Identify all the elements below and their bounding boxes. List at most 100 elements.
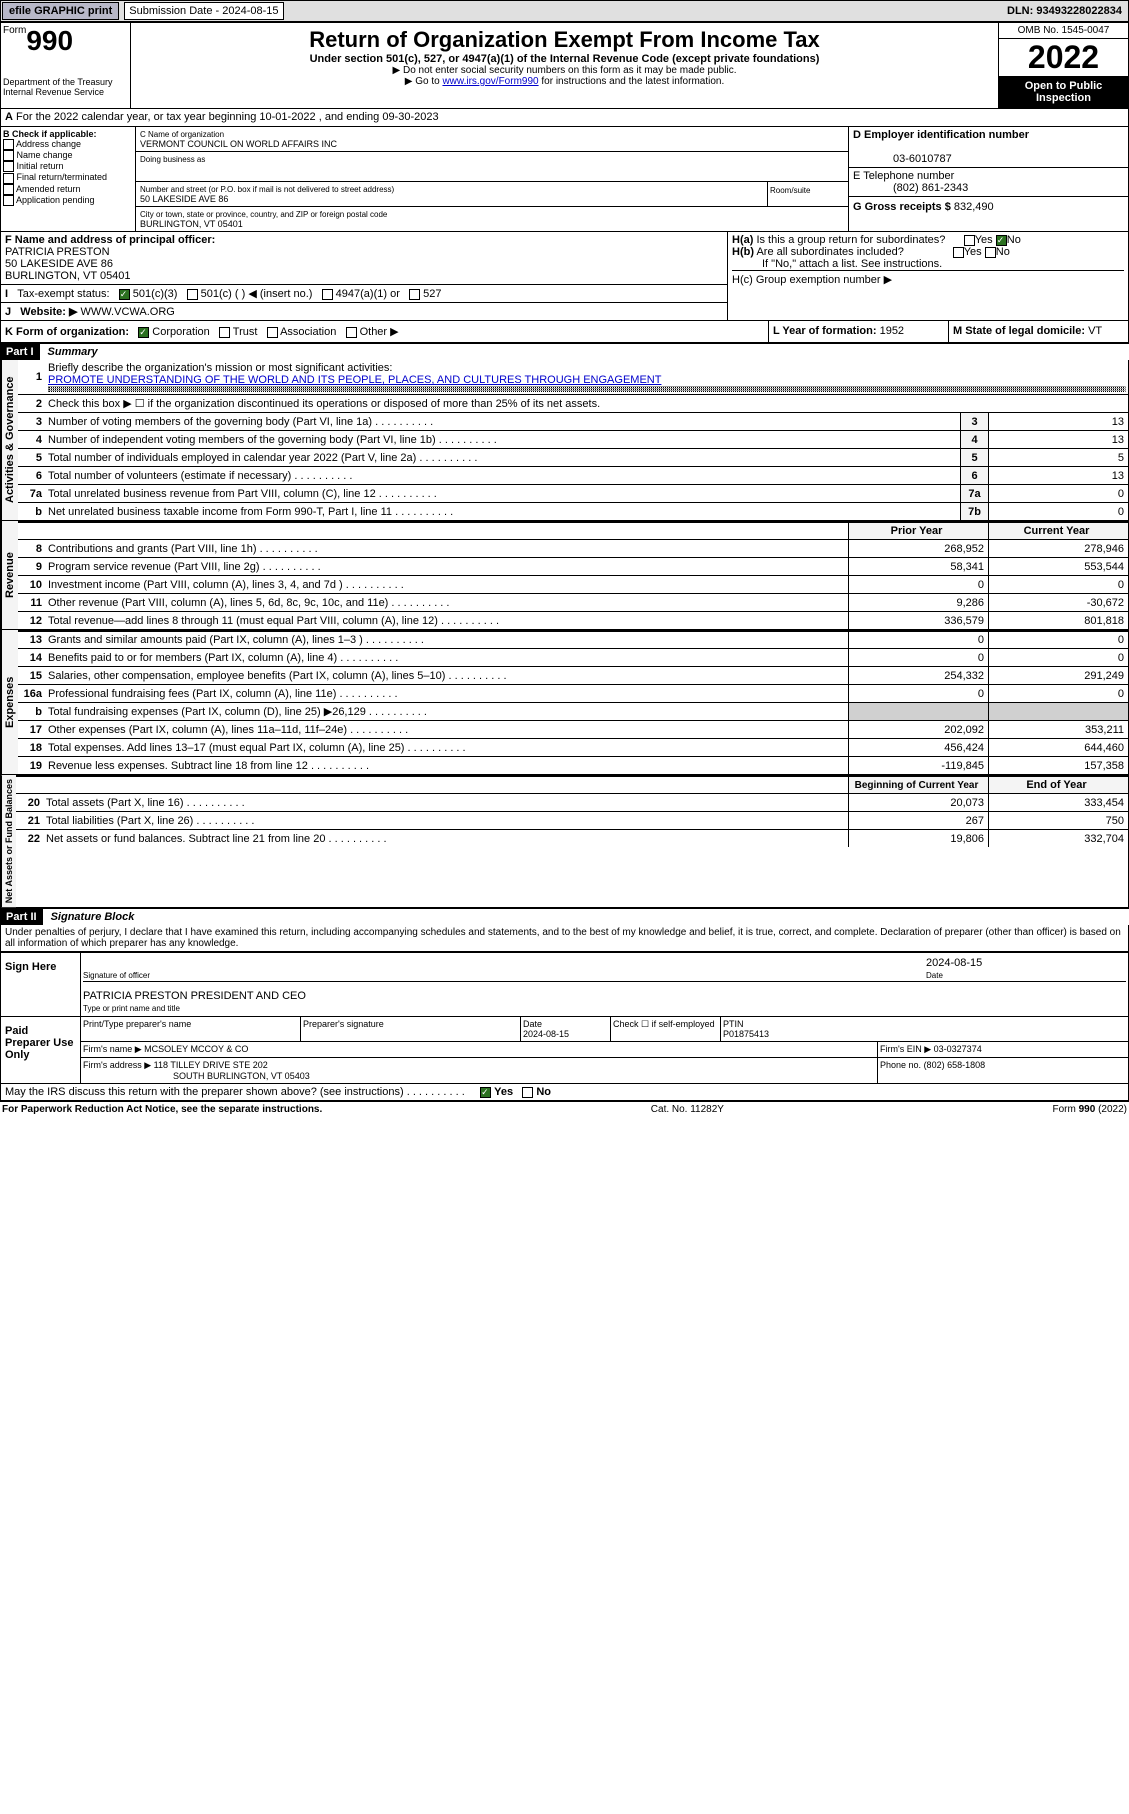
end-year-header: End of Year <box>988 777 1128 793</box>
summary-line: 10Investment income (Part VIII, column (… <box>18 575 1128 593</box>
penalty-text: Under penalties of perjury, I declare th… <box>0 925 1129 952</box>
summary-line: 13Grants and similar amounts paid (Part … <box>18 630 1128 648</box>
hb-no[interactable] <box>985 247 996 258</box>
gross-label: G Gross receipts $ <box>853 201 951 213</box>
vlabel-governance: Activities & Governance <box>1 360 18 520</box>
summary-line: 19Revenue less expenses. Subtract line 1… <box>18 756 1128 774</box>
summary-line: 8Contributions and grants (Part VIII, li… <box>18 539 1128 557</box>
colb-checkbox-item[interactable]: Name change <box>3 150 133 161</box>
other-checkbox[interactable] <box>346 327 357 338</box>
h-a: H(a) Is this a group return for subordin… <box>732 234 1124 246</box>
colb-checkbox-item[interactable]: Address change <box>3 139 133 150</box>
city: BURLINGTON, VT 05401 <box>140 219 243 229</box>
officer-name-title: PATRICIA PRESTON PRESIDENT AND CEO <box>83 990 306 1002</box>
may-irs-row: May the IRS discuss this return with the… <box>0 1084 1129 1100</box>
assoc-checkbox[interactable] <box>267 327 278 338</box>
current-year-header: Current Year <box>988 523 1128 539</box>
colb-checkbox-item[interactable]: Final return/terminated <box>3 172 133 183</box>
submission-date: Submission Date - 2024-08-15 <box>124 2 283 20</box>
summary-line: bNet unrelated business taxable income f… <box>18 502 1128 520</box>
ein: 03-6010787 <box>853 153 952 165</box>
summary-line: 9Program service revenue (Part VIII, lin… <box>18 557 1128 575</box>
website-label: Website: ▶ <box>20 306 77 318</box>
page-footer: For Paperwork Reduction Act Notice, see … <box>0 1100 1129 1117</box>
note-ssn: ▶ Do not enter social security numbers o… <box>135 65 994 76</box>
firm-addr2: SOUTH BURLINGTON, VT 05403 <box>83 1071 310 1081</box>
summary-line: 14Benefits paid to or for members (Part … <box>18 648 1128 666</box>
colb-checkbox-item[interactable]: Initial return <box>3 161 133 172</box>
summary-line: 6Total number of volunteers (estimate if… <box>18 466 1128 484</box>
ptin: P01875413 <box>723 1029 769 1039</box>
527-checkbox[interactable] <box>409 289 420 300</box>
dept-label: Department of the TreasuryInternal Reven… <box>3 77 128 97</box>
form-subtitle: Under section 501(c), 527, or 4947(a)(1)… <box>135 53 994 65</box>
summary-line: 20Total assets (Part X, line 16) 20,0733… <box>16 793 1128 811</box>
h-c: H(c) Group exemption number ▶ <box>732 270 1124 286</box>
vlabel-revenue: Revenue <box>1 521 18 629</box>
ha-no[interactable] <box>996 235 1007 246</box>
balances-section: Net Assets or Fund Balances Beginning of… <box>0 775 1129 908</box>
irs-link[interactable]: www.irs.gov/Form990 <box>442 76 538 87</box>
summary-line: bTotal fundraising expenses (Part IX, co… <box>18 702 1128 720</box>
colb-checkbox-item[interactable]: Amended return <box>3 184 133 195</box>
form-header: Form990 Department of the TreasuryIntern… <box>0 22 1129 109</box>
officer-addr1: 50 LAKESIDE AVE 86 <box>5 258 113 270</box>
room-label: Room/suite <box>770 186 810 195</box>
gross-amount: 832,490 <box>954 201 994 213</box>
summary-line: 22Net assets or fund balances. Subtract … <box>16 829 1128 847</box>
h-b: H(b) Are all subordinates included? Yes … <box>732 246 1124 258</box>
klm-row: K Form of organization: Corporation Trus… <box>0 321 1129 343</box>
summary-line: 17Other expenses (Part IX, column (A), l… <box>18 720 1128 738</box>
officer-name: PATRICIA PRESTON <box>5 246 110 258</box>
firm-addr1: 118 TILLEY DRIVE STE 202 <box>154 1060 268 1070</box>
prior-year-header: Prior Year <box>848 523 988 539</box>
open-public: Open to Public Inspection <box>999 76 1128 108</box>
activities-governance: Activities & Governance 1Briefly describ… <box>0 360 1129 521</box>
firm-name: MCSOLEY MCCOY & CO <box>144 1044 248 1054</box>
may-irs-no[interactable] <box>522 1087 533 1098</box>
note-goto: ▶ Go to www.irs.gov/Form990 for instruct… <box>135 76 994 87</box>
may-irs-yes[interactable] <box>480 1087 491 1098</box>
part2-header: Part II Signature Block <box>0 908 1129 925</box>
501c3-checkbox[interactable] <box>119 289 130 300</box>
form-title: Return of Organization Exempt From Incom… <box>135 27 994 53</box>
summary-line: 21Total liabilities (Part X, line 26) 26… <box>16 811 1128 829</box>
summary-line: 15Salaries, other compensation, employee… <box>18 666 1128 684</box>
summary-line: 11Other revenue (Part VIII, column (A), … <box>18 593 1128 611</box>
ein-label: D Employer identification number <box>853 129 1029 141</box>
colb-checkbox-item[interactable]: Application pending <box>3 195 133 206</box>
org-name: VERMONT COUNCIL ON WORLD AFFAIRS INC <box>140 139 337 149</box>
omb-number: OMB No. 1545-0047 <box>999 23 1128 39</box>
summary-line: 16aProfessional fundraising fees (Part I… <box>18 684 1128 702</box>
h-note: If "No," attach a list. See instructions… <box>732 258 1124 270</box>
tax-status-label: Tax-exempt status: <box>17 288 109 300</box>
prep-date: 2024-08-15 <box>523 1029 569 1039</box>
city-label: City or town, state or province, country… <box>140 210 387 219</box>
dln: DLN: 93493228022834 <box>1001 3 1128 19</box>
officer-h-block: F Name and address of principal officer:… <box>0 232 1129 321</box>
form-word: Form <box>3 25 26 36</box>
phone-label: E Telephone number <box>853 170 954 182</box>
4947-checkbox[interactable] <box>322 289 333 300</box>
form-number: 990 <box>26 25 73 56</box>
officer-addr2: BURLINGTON, VT 05401 <box>5 270 131 282</box>
summary-line: 12Total revenue—add lines 8 through 11 (… <box>18 611 1128 629</box>
501c-checkbox[interactable] <box>187 289 198 300</box>
sig-date: 2024-08-15 <box>926 957 982 969</box>
street-label: Number and street (or P.O. box if mail i… <box>140 185 394 194</box>
org-info-block: B Check if applicable: Address change Na… <box>0 127 1129 232</box>
firm-ein: 03-0327374 <box>934 1044 982 1054</box>
section-a: A For the 2022 calendar year, or tax yea… <box>0 109 1129 127</box>
part1-header: Part I Summary <box>0 343 1129 360</box>
summary-line: 5Total number of individuals employed in… <box>18 448 1128 466</box>
col-f-label: F Name and address of principal officer: <box>5 234 215 246</box>
efile-btn[interactable]: efile GRAPHIC print <box>2 2 119 20</box>
ha-yes[interactable] <box>964 235 975 246</box>
vlabel-expenses: Expenses <box>1 630 18 774</box>
summary-line: 7aTotal unrelated business revenue from … <box>18 484 1128 502</box>
corp-checkbox[interactable] <box>138 327 149 338</box>
hb-yes[interactable] <box>953 247 964 258</box>
street: 50 LAKESIDE AVE 86 <box>140 194 228 204</box>
trust-checkbox[interactable] <box>219 327 230 338</box>
mission-text: PROMOTE UNDERSTANDING OF THE WORLD AND I… <box>48 374 661 386</box>
